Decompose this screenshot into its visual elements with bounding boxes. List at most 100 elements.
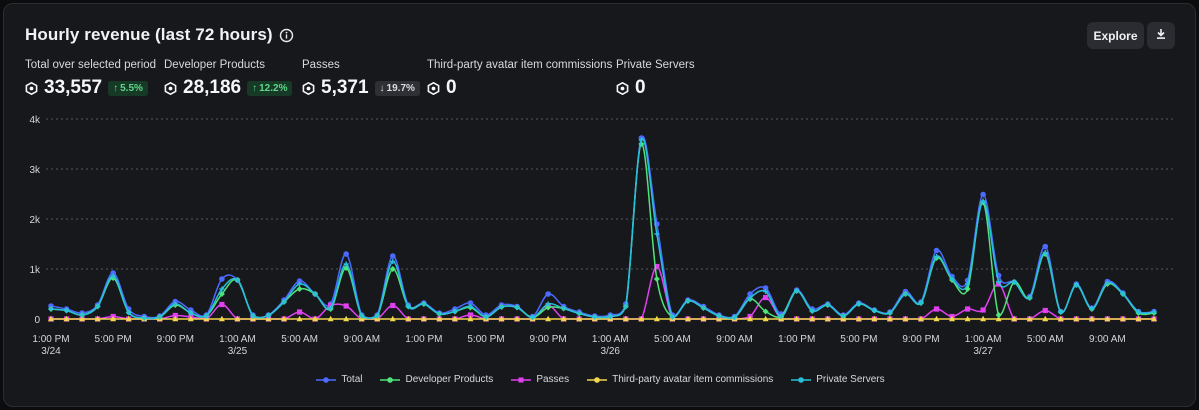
data-point-private-servers xyxy=(374,313,380,319)
x-tick-date-label: 3/27 xyxy=(973,346,993,357)
data-point-private-servers xyxy=(545,301,551,307)
data-point-private-servers xyxy=(638,137,644,143)
series-line-total xyxy=(50,135,1155,319)
data-point-passes xyxy=(980,307,986,313)
data-point-private-servers xyxy=(157,314,163,320)
data-point-private-servers xyxy=(1011,279,1017,285)
x-tick-label: 9:00 AM xyxy=(1089,334,1126,345)
stat-label: Developer Products xyxy=(164,59,265,71)
x-tick-label: 9:00 PM xyxy=(157,334,194,345)
explore-button[interactable]: Explore xyxy=(1087,22,1144,49)
data-point-private-servers xyxy=(654,231,660,237)
data-point-passes xyxy=(933,306,940,312)
data-point-third-party xyxy=(964,315,971,322)
legend-item-total[interactable]: Total xyxy=(316,374,362,385)
data-point-private-servers xyxy=(499,304,505,310)
card-title: Hourly revenue (last 72 hours) xyxy=(25,25,273,44)
data-point-private-servers xyxy=(576,311,582,316)
data-point-private-servers xyxy=(700,305,706,311)
data-point-third-party xyxy=(576,315,583,322)
stat-value: 0 xyxy=(446,77,457,98)
stat-private-servers: Private Servers 0 xyxy=(616,59,695,99)
stat-total: Total over selected period 33,557 ↑ 5.5% xyxy=(25,59,156,99)
change-badge: ↑ 5.5% xyxy=(108,80,148,96)
data-point-third-party xyxy=(949,315,956,322)
info-circle-icon[interactable] xyxy=(279,28,294,43)
data-point-third-party xyxy=(187,315,194,322)
y-tick-label: 2k xyxy=(29,215,41,226)
x-tick-label: 1:00 PM xyxy=(32,334,69,345)
legend-item-developer-products[interactable]: Developer Products xyxy=(380,374,493,385)
data-point-private-servers xyxy=(265,313,271,318)
arrow-up-icon: ↑ xyxy=(252,82,258,94)
data-point-third-party xyxy=(855,315,862,322)
data-point-third-party xyxy=(1011,315,1018,322)
data-point-private-servers xyxy=(561,306,567,311)
x-tick-label: 9:00 PM xyxy=(902,334,939,345)
legend-swatch xyxy=(511,377,532,382)
data-point-private-servers xyxy=(763,289,769,294)
stat-developer-products: Developer Products 28,186 ↑ 12.2% xyxy=(164,59,293,99)
data-point-private-servers xyxy=(172,301,178,307)
data-point-third-party xyxy=(933,315,940,322)
data-point-private-servers xyxy=(234,277,240,283)
data-point-total xyxy=(296,278,303,284)
data-point-private-servers xyxy=(405,304,411,309)
data-point-third-party xyxy=(48,315,54,322)
data-point-third-party xyxy=(451,315,458,322)
data-point-private-servers xyxy=(1058,309,1064,315)
legend-item-private-servers[interactable]: Private Servers xyxy=(791,374,885,385)
x-tick-label: 9:00 PM xyxy=(530,334,567,345)
stat-label: Third-party avatar item commissions xyxy=(427,59,613,71)
data-point-private-servers xyxy=(514,305,520,310)
data-point-third-party xyxy=(234,315,241,322)
x-tick-label: 5:00 PM xyxy=(840,334,877,345)
data-point-third-party xyxy=(902,315,909,322)
data-point-third-party xyxy=(1088,315,1095,322)
data-point-private-servers xyxy=(1151,309,1157,315)
data-point-private-servers xyxy=(250,313,256,319)
data-point-private-servers xyxy=(530,315,536,320)
legend-swatch xyxy=(316,376,337,383)
legend-item-third-party[interactable]: Third-party avatar item commissions xyxy=(587,374,773,385)
stat-label: Passes xyxy=(302,59,340,71)
data-point-private-servers xyxy=(918,300,924,306)
change-badge: ↓ 19.7% xyxy=(374,80,420,96)
data-point-third-party xyxy=(980,315,987,322)
robux-icon xyxy=(427,81,440,95)
data-point-third-party xyxy=(125,315,132,322)
data-point-third-party xyxy=(560,315,567,322)
data-point-third-party xyxy=(281,315,288,322)
data-point-private-servers xyxy=(1120,291,1126,297)
data-point-third-party xyxy=(110,315,117,322)
data-point-third-party xyxy=(1026,315,1033,322)
data-point-private-servers xyxy=(436,311,442,317)
data-point-private-servers xyxy=(1073,282,1079,288)
data-point-private-servers xyxy=(79,312,85,318)
y-tick-label: 1k xyxy=(29,265,41,276)
data-point-private-servers xyxy=(483,314,489,320)
data-point-private-servers xyxy=(281,299,287,305)
data-point-third-party xyxy=(63,315,70,322)
data-point-private-servers xyxy=(669,314,675,320)
data-point-third-party xyxy=(824,315,831,322)
stat-label: Total over selected period xyxy=(25,59,157,71)
title-row: Hourly revenue (last 72 hours) xyxy=(25,25,294,45)
download-button[interactable] xyxy=(1147,22,1175,49)
data-point-private-servers xyxy=(219,286,225,292)
legend-swatch xyxy=(587,376,608,383)
x-tick-label: 9:00 AM xyxy=(343,334,380,345)
data-point-total xyxy=(762,285,769,291)
data-point-developer-products xyxy=(762,308,769,315)
legend-item-passes[interactable]: Passes xyxy=(511,374,569,385)
data-point-private-servers xyxy=(607,314,613,319)
data-point-third-party xyxy=(1135,315,1142,322)
robux-icon xyxy=(25,81,38,95)
data-point-private-servers xyxy=(825,302,831,308)
stat-third-party: Third-party avatar item commissions 0 xyxy=(427,59,612,99)
data-point-total xyxy=(747,291,753,297)
data-point-third-party xyxy=(1151,315,1157,322)
revenue-card: Hourly revenue (last 72 hours) Explore T… xyxy=(3,3,1196,407)
arrow-down-icon: ↓ xyxy=(379,82,385,94)
data-point-private-servers xyxy=(996,279,1002,284)
